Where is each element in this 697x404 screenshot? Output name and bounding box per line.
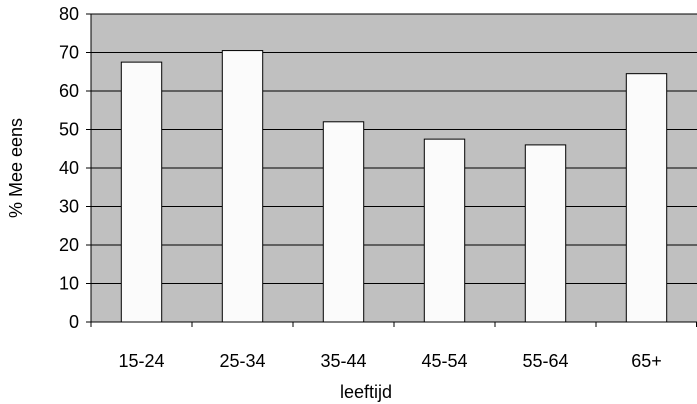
gridlines <box>91 13 697 284</box>
bar-65+ <box>625 73 668 323</box>
x-tick-label-35-44: 35-44 <box>320 351 366 371</box>
bar-25-34 <box>221 50 264 323</box>
axes <box>86 13 697 327</box>
x-tick-label-45-54: 45-54 <box>421 351 467 371</box>
x-tick-label-55-64: 55-64 <box>522 351 568 371</box>
y-tick-label-8: 80 <box>59 4 79 24</box>
x-tick-label-65+: 65+ <box>631 351 662 371</box>
bars <box>120 50 668 323</box>
y-tick-label-5: 50 <box>59 120 79 140</box>
y-tick-label-0: 0 <box>69 312 79 332</box>
y-tick-label-4: 40 <box>59 158 79 178</box>
x-tick-labels: 15-24 25-34 35-44 45-54 55-64 65+ <box>118 351 661 371</box>
y-tick-label-7: 70 <box>59 43 79 63</box>
bar-55-64 <box>524 144 567 323</box>
y-tick-label-3: 30 <box>59 197 79 217</box>
x-tick-label-25-34: 25-34 <box>219 351 265 371</box>
y-tick-label-6: 60 <box>59 81 79 101</box>
y-tick-label-1: 10 <box>59 274 79 294</box>
bar-15-24 <box>120 61 163 323</box>
y-axis-label: % Mee eens <box>6 118 26 218</box>
y-tick-label-2: 20 <box>59 235 79 255</box>
x-tick-label-15-24: 15-24 <box>118 351 164 371</box>
bar-35-44 <box>322 121 365 323</box>
x-axis-label: leeftijd <box>340 382 392 402</box>
bar-45-54 <box>423 138 466 323</box>
y-tick-labels: 0 10 20 30 40 50 60 70 80 <box>59 4 79 332</box>
